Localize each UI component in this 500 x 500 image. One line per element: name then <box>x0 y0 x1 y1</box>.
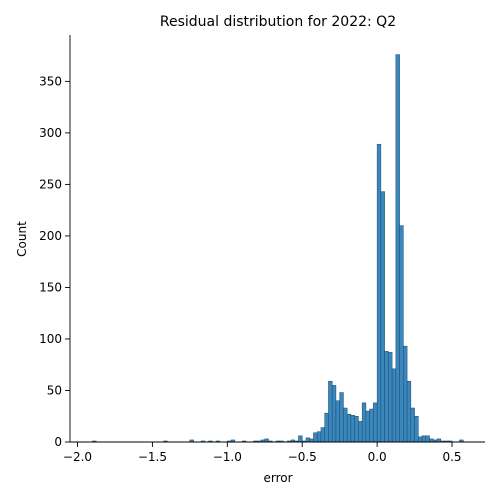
histogram-bar <box>366 411 370 442</box>
histogram-bar <box>381 192 385 442</box>
histogram-bar <box>407 381 411 442</box>
y-axis-ticks: 0 50 100 150 200 250 300 350 <box>39 74 70 449</box>
histogram-bar <box>351 415 355 442</box>
histogram-bar <box>411 408 415 442</box>
histogram-bar <box>298 436 302 442</box>
histogram-bar <box>336 401 340 442</box>
histogram-bar <box>415 416 419 442</box>
histogram-bar <box>328 381 332 442</box>
histogram-bar <box>362 403 366 442</box>
y-axis-label: Count <box>15 221 29 257</box>
x-axis-ticks: −2.0 −1.5 −1.0 −0.5 0.0 0.5 <box>63 442 462 464</box>
histogram-bar <box>347 414 351 442</box>
histogram-bar <box>325 413 329 442</box>
histogram-bar <box>310 439 314 442</box>
histogram-bar <box>377 144 381 442</box>
x-tick-label: 0.5 <box>442 450 461 464</box>
x-tick-label: −2.0 <box>63 450 92 464</box>
chart-title: Residual distribution for 2022: Q2 <box>160 14 396 30</box>
y-tick-label: 50 <box>47 383 62 397</box>
histogram-bar <box>321 428 325 442</box>
y-tick-label: 300 <box>39 126 62 140</box>
histogram-bar <box>385 351 389 442</box>
histogram-bar <box>317 432 321 442</box>
histogram-bar <box>392 369 396 442</box>
y-tick-label: 350 <box>39 74 62 88</box>
histogram-bar <box>430 439 434 442</box>
y-tick-label: 100 <box>39 332 62 346</box>
y-tick-label: 250 <box>39 177 62 191</box>
histogram-bar <box>426 436 430 442</box>
histogram-bars <box>92 55 463 442</box>
y-tick-label: 150 <box>39 280 62 294</box>
histogram-bar <box>437 439 441 442</box>
histogram-bar <box>422 436 426 442</box>
x-tick-label: 0.0 <box>368 450 387 464</box>
x-tick-label: −1.0 <box>213 450 242 464</box>
histogram-bar <box>403 346 407 442</box>
histogram-bar <box>313 433 317 442</box>
histogram-bar <box>400 226 404 442</box>
histogram-bar <box>355 416 359 442</box>
y-tick-label: 200 <box>39 229 62 243</box>
histogram-bar <box>370 409 374 442</box>
histogram-bar <box>396 55 400 442</box>
histogram-bar <box>332 385 336 442</box>
y-tick-label: 0 <box>54 435 62 449</box>
histogram-bar <box>358 421 362 442</box>
histogram-bar <box>418 437 422 442</box>
histogram-bar <box>306 438 310 442</box>
histogram-bar <box>265 439 269 442</box>
x-axis-label: error <box>263 471 292 485</box>
histogram-bar <box>340 393 344 442</box>
histogram-bar <box>343 408 347 442</box>
x-tick-label: −1.5 <box>138 450 167 464</box>
histogram-bar <box>388 352 392 442</box>
histogram-bar <box>373 403 377 442</box>
x-tick-label: −0.5 <box>288 450 317 464</box>
